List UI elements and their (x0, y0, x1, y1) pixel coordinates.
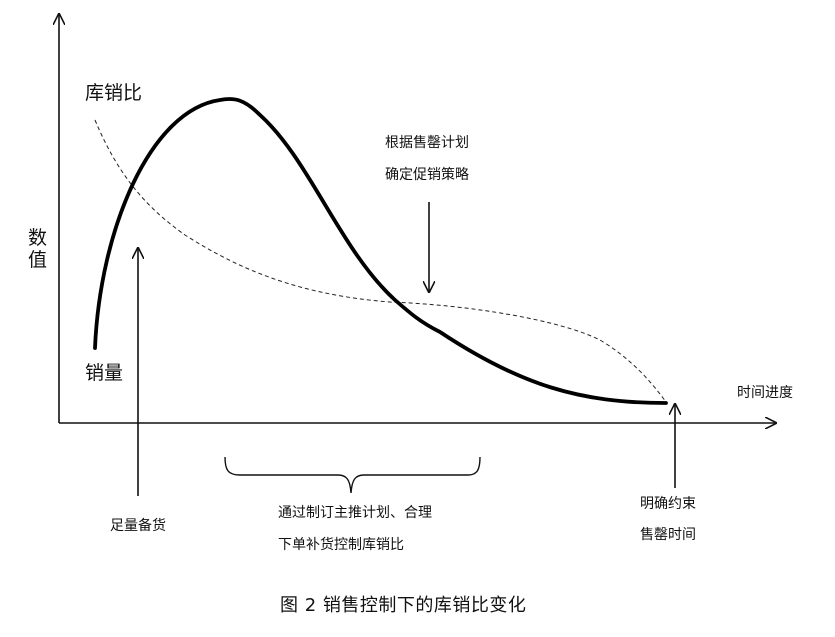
end-annotation-line1: 明确约束 (640, 496, 696, 512)
end-annotation-line2: 售罄时间 (640, 527, 696, 543)
plan-annotation-line2: 确定促销策略 (385, 167, 469, 183)
ratio-curve (94, 119, 667, 403)
mid-annotation-line1: 通过制订主推计划、合理 (278, 505, 432, 521)
sales-curve-label: 销量 (85, 362, 124, 384)
ratio-curve-label: 库销比 (85, 82, 143, 104)
x-axis-label: 时间进度 (737, 385, 793, 401)
figure-caption: 图 2 销售控制下的库销比变化 (280, 595, 527, 616)
stock-annotation: 足量备货 (110, 518, 166, 534)
y-axis-label: 数值 (28, 227, 48, 271)
mid-annotation-line2: 下单补货控制库销比 (278, 537, 404, 553)
plan-annotation-line1: 根据售罄计划 (385, 135, 469, 151)
sales-curve (93, 97, 668, 405)
period-brace (224, 456, 481, 494)
